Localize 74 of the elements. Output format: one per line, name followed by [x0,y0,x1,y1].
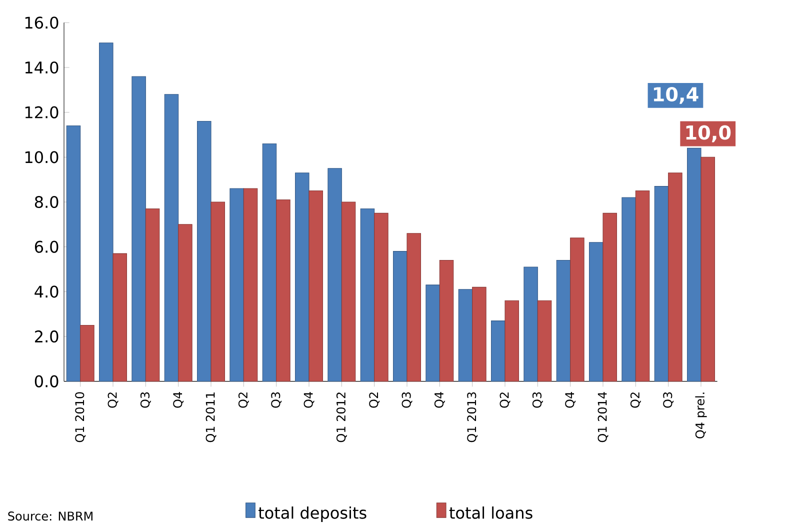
bar [537,300,552,382]
bar [622,197,636,382]
bar [308,190,323,382]
y-tick-label: 10.0 [25,151,58,164]
bar [406,233,421,382]
bar [178,224,192,382]
bar [230,188,244,382]
bar [243,188,258,382]
y-tick-label: 14.0 [25,61,58,74]
x-tick-label: Q4 [565,392,576,408]
x-tick-label: Q3 [532,392,543,408]
bar [99,42,114,382]
bar [132,76,146,382]
legend-label: total loans [449,506,532,519]
x-tick-label: Q1 2013 [467,392,478,442]
legend-label: total deposits [258,506,366,522]
bar [80,325,94,382]
bar [472,286,486,382]
bar [262,143,277,382]
bar [700,156,715,382]
x-tick-label: Q1 2014 [598,392,608,442]
bar [328,168,342,382]
bar [602,212,617,382]
bar [556,260,571,382]
x-tick-label: Q1 2010 [75,392,86,442]
bar [635,190,650,382]
x-tick-label: Q3 [402,392,412,408]
x-tick-label: Q4 [173,392,184,408]
data-label: 10,0 [686,125,731,142]
x-tick-label: Q4 [434,392,445,408]
bar [589,242,604,382]
bar [654,186,669,382]
x-tick-label: Q1 2012 [336,392,347,442]
bar [426,284,440,382]
bar [687,148,702,382]
y-tick-label: 4.0 [34,286,58,298]
bar [295,172,310,382]
bar [439,260,454,382]
y-tick-label: 8.0 [34,196,58,208]
source-note: Source: NBRM [8,512,92,521]
y-tick-label: 6.0 [34,240,58,253]
bar [276,199,290,382]
bar [393,251,408,382]
bar [66,126,81,382]
bar [374,212,388,382]
x-tick-label: Q3 [271,392,282,408]
x-tick-label: Q2 [500,392,510,408]
bar [491,320,506,382]
x-tick-label: Q4 prel. [695,392,707,438]
data-label: 10,4 [654,86,698,104]
x-tick-label: Q4 [304,392,314,408]
x-tick-label: Q1 2011 [206,392,216,442]
x-tick-label: Q2 [108,392,118,408]
bar [570,238,584,382]
bar [164,94,179,382]
x-tick-label: Q2 [369,392,380,408]
bar [458,289,473,382]
bar [145,208,160,382]
bar [524,266,538,382]
x-tick-label: Q2 [630,392,641,408]
bar [668,172,682,382]
y-tick-label: 16.0 [25,16,58,29]
x-tick-label: Q3 [663,392,674,408]
bar [197,121,212,382]
x-tick-label: Q2 [238,392,249,408]
y-tick-label: 2.0 [35,330,58,343]
x-tick-label: Q3 [140,392,151,408]
bar [360,208,375,382]
bar [210,202,225,382]
bar [341,202,356,382]
y-tick-label: 12.0 [25,106,58,118]
bar [112,253,127,382]
bar [504,300,519,382]
y-tick-label: 0.0 [34,375,58,388]
